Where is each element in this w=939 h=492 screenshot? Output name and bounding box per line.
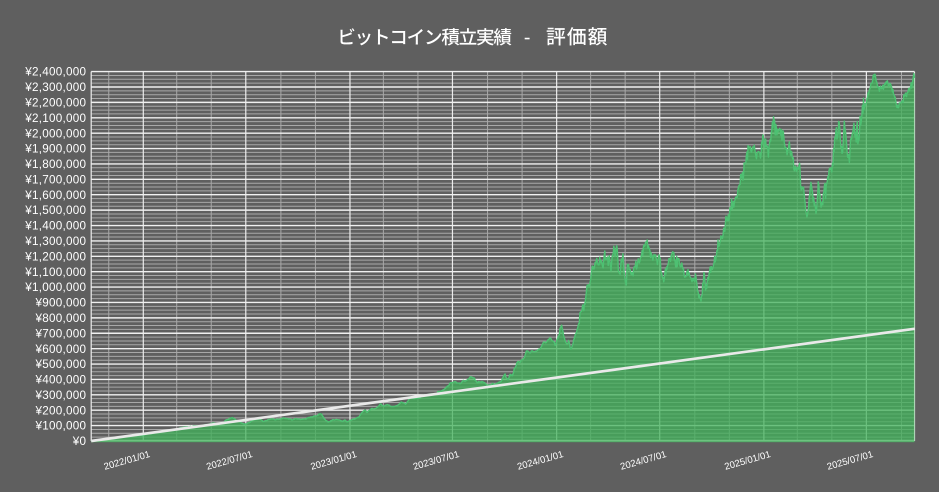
svg-text:¥2,400,000: ¥2,400,000 xyxy=(24,66,86,79)
svg-text:¥0: ¥0 xyxy=(72,435,87,448)
svg-text:¥600,000: ¥600,000 xyxy=(35,343,87,356)
svg-text:¥2,200,000: ¥2,200,000 xyxy=(24,97,86,110)
svg-text:¥100,000: ¥100,000 xyxy=(35,420,87,433)
svg-text:¥1,000,000: ¥1,000,000 xyxy=(24,281,86,294)
svg-text:¥200,000: ¥200,000 xyxy=(35,404,87,417)
svg-text:¥1,500,000: ¥1,500,000 xyxy=(24,204,86,217)
svg-text:¥1,200,000: ¥1,200,000 xyxy=(24,250,86,263)
svg-text:¥2,100,000: ¥2,100,000 xyxy=(24,112,86,125)
svg-text:¥2,000,000: ¥2,000,000 xyxy=(24,127,86,140)
svg-text:¥300,000: ¥300,000 xyxy=(35,389,87,402)
svg-text:¥1,400,000: ¥1,400,000 xyxy=(24,220,86,233)
svg-text:¥1,300,000: ¥1,300,000 xyxy=(24,235,86,248)
svg-text:¥900,000: ¥900,000 xyxy=(35,297,87,310)
svg-text:¥800,000: ¥800,000 xyxy=(35,312,87,325)
svg-text:¥1,700,000: ¥1,700,000 xyxy=(24,173,86,186)
svg-text:¥700,000: ¥700,000 xyxy=(35,327,87,340)
svg-text:¥1,800,000: ¥1,800,000 xyxy=(24,158,86,171)
svg-text:¥2,300,000: ¥2,300,000 xyxy=(24,81,86,94)
svg-text:¥1,600,000: ¥1,600,000 xyxy=(24,189,86,202)
svg-text:¥1,900,000: ¥1,900,000 xyxy=(24,143,86,156)
svg-text:¥1,100,000: ¥1,100,000 xyxy=(24,266,86,279)
svg-text:¥400,000: ¥400,000 xyxy=(35,374,87,387)
svg-text:¥500,000: ¥500,000 xyxy=(35,358,87,371)
